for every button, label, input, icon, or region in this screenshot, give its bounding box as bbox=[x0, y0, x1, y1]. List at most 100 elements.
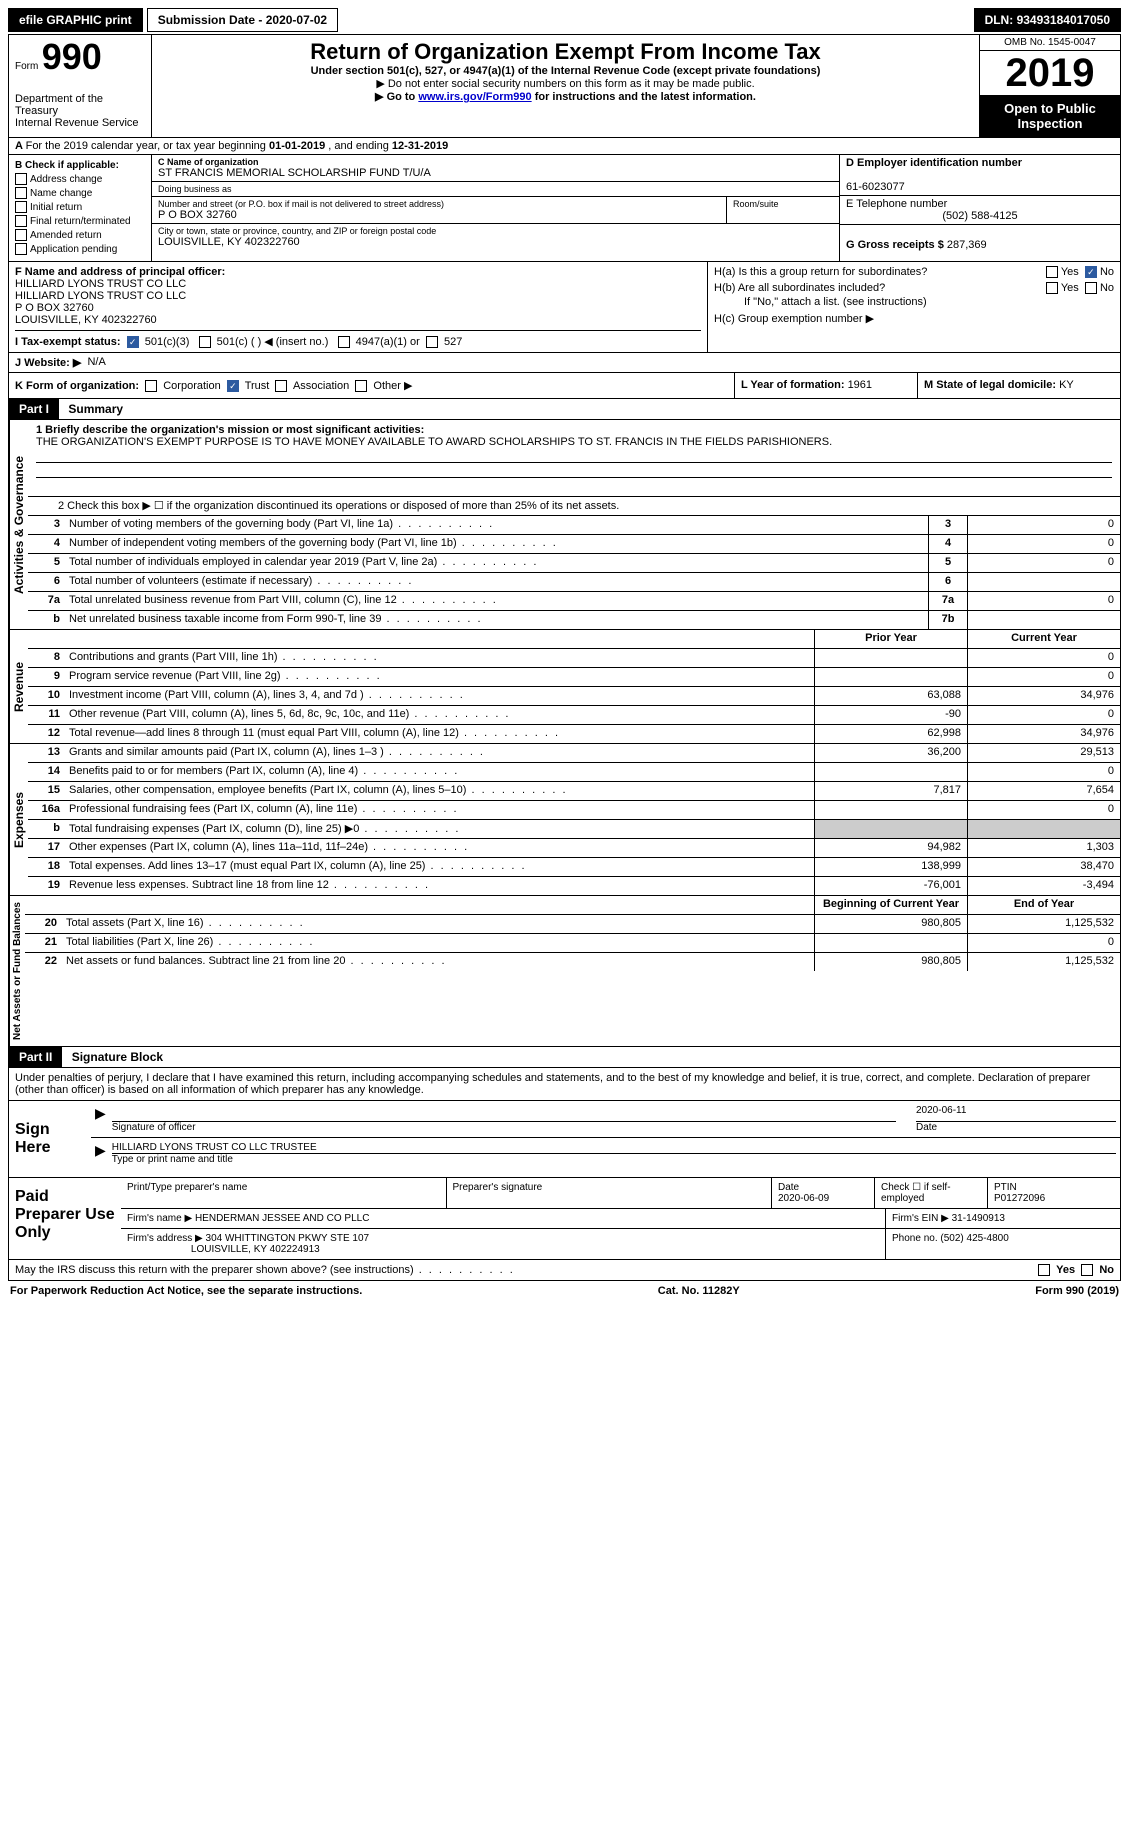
checkbox-icon[interactable] bbox=[1046, 282, 1058, 294]
revenue-block: Revenue Prior Year Current Year 8Contrib… bbox=[8, 630, 1121, 744]
subtitle-2: ▶ Do not enter social security numbers o… bbox=[160, 77, 971, 90]
line-2: 2 Check this box ▶ ☐ if the organization… bbox=[28, 497, 1120, 516]
checkbox-icon[interactable] bbox=[355, 380, 367, 392]
checkbox-checked-icon[interactable]: ✓ bbox=[127, 336, 139, 348]
checkbox-icon[interactable] bbox=[338, 336, 350, 348]
header-mid: Return of Organization Exempt From Incom… bbox=[152, 35, 979, 137]
paid-preparer-label: Paid Preparer Use Only bbox=[9, 1178, 121, 1259]
irs-link[interactable]: www.irs.gov/Form990 bbox=[418, 91, 531, 103]
table-row: 12Total revenue—add lines 8 through 11 (… bbox=[28, 725, 1120, 743]
table-row: 10Investment income (Part VIII, column (… bbox=[28, 687, 1120, 706]
preparer-row-3: Firm's address ▶ 304 WHITTINGTON PKWY ST… bbox=[121, 1229, 1120, 1259]
table-row: 19Revenue less expenses. Subtract line 1… bbox=[28, 877, 1120, 895]
table-row: 7aTotal unrelated business revenue from … bbox=[28, 592, 1120, 611]
sign-here-block: Sign Here ▶ Signature of officer 2020-06… bbox=[8, 1101, 1121, 1178]
subtitle-3: ▶ Go to www.irs.gov/Form990 for instruct… bbox=[160, 90, 971, 103]
netassets-block: Net Assets or Fund Balances Beginning of… bbox=[8, 896, 1121, 1047]
name-row: ▶ HILLIARD LYONS TRUST CO LLC TRUSTEE Ty… bbox=[91, 1138, 1120, 1169]
checkbox-checked-icon[interactable]: ✓ bbox=[227, 380, 239, 392]
mission-text: 1 Briefly describe the organization's mi… bbox=[28, 420, 1120, 497]
section-fh: F Name and address of principal officer:… bbox=[8, 262, 1121, 353]
checkbox-icon[interactable] bbox=[15, 173, 27, 185]
column-headers: Prior Year Current Year bbox=[28, 630, 1120, 649]
column-headers-2: Beginning of Current Year End of Year bbox=[25, 896, 1120, 915]
checkbox-icon[interactable] bbox=[275, 380, 287, 392]
form-header: Form 990 Department of the Treasury Inte… bbox=[8, 34, 1121, 138]
checkbox-icon[interactable] bbox=[145, 380, 157, 392]
form-prefix: Form bbox=[15, 61, 38, 72]
arrow-icon: ▶ bbox=[95, 1142, 106, 1165]
signature-row: ▶ Signature of officer 2020-06-11 Date bbox=[91, 1101, 1120, 1138]
phone-cell: E Telephone number (502) 588-4125 bbox=[840, 196, 1120, 225]
checkbox-icon[interactable] bbox=[15, 243, 27, 255]
checkbox-checked-icon[interactable]: ✓ bbox=[1085, 266, 1097, 278]
table-row: 5Total number of individuals employed in… bbox=[28, 554, 1120, 573]
expenses-label: Expenses bbox=[9, 744, 28, 895]
part1-header: Part I Summary bbox=[8, 399, 1121, 420]
table-row: 14Benefits paid to or for members (Part … bbox=[28, 763, 1120, 782]
department: Department of the Treasury Internal Reve… bbox=[15, 93, 145, 129]
sign-here-label: Sign Here bbox=[9, 1101, 91, 1177]
ein-cell: D Employer identification number 61-6023… bbox=[840, 155, 1120, 196]
preparer-row-1: Print/Type preparer's name Preparer's si… bbox=[121, 1178, 1120, 1209]
dba-cell: Doing business as bbox=[152, 182, 839, 197]
submission-date: Submission Date - 2020-07-02 bbox=[147, 8, 338, 32]
checkbox-icon[interactable] bbox=[426, 336, 438, 348]
governance-block: Activities & Governance 1 Briefly descri… bbox=[8, 420, 1121, 630]
city-cell: City or town, state or province, country… bbox=[152, 224, 839, 250]
table-row: 11Other revenue (Part VIII, column (A), … bbox=[28, 706, 1120, 725]
checkbox-icon[interactable] bbox=[1038, 1264, 1050, 1276]
form-title: Return of Organization Exempt From Incom… bbox=[160, 39, 971, 65]
preparer-row-2: Firm's name ▶ HENDERMAN JESSEE AND CO PL… bbox=[121, 1209, 1120, 1229]
table-row: 15Salaries, other compensation, employee… bbox=[28, 782, 1120, 801]
inspection-badge: Open to Public Inspection bbox=[980, 95, 1120, 137]
checkbox-icon[interactable] bbox=[15, 201, 27, 213]
box-deg: D Employer identification number 61-6023… bbox=[839, 155, 1120, 261]
netassets-label: Net Assets or Fund Balances bbox=[9, 896, 25, 1046]
checkbox-icon[interactable] bbox=[1081, 1264, 1093, 1276]
perjury-statement: Under penalties of perjury, I declare th… bbox=[8, 1068, 1121, 1101]
efile-button[interactable]: efile GRAPHIC print bbox=[8, 8, 143, 32]
checkbox-icon[interactable] bbox=[15, 187, 27, 199]
box-b: B Check if applicable: Address change Na… bbox=[9, 155, 152, 261]
checkbox-icon[interactable] bbox=[199, 336, 211, 348]
box-f: F Name and address of principal officer:… bbox=[9, 262, 707, 352]
paid-preparer-block: Paid Preparer Use Only Print/Type prepar… bbox=[8, 1178, 1121, 1260]
checkbox-icon[interactable] bbox=[1046, 266, 1058, 278]
part2-header: Part II Signature Block bbox=[8, 1047, 1121, 1068]
table-row: 17Other expenses (Part IX, column (A), l… bbox=[28, 839, 1120, 858]
table-row: 3Number of voting members of the governi… bbox=[28, 516, 1120, 535]
header-right: OMB No. 1545-0047 2019 Open to Public In… bbox=[979, 35, 1120, 137]
form-number: 990 bbox=[42, 36, 102, 77]
table-row: 18Total expenses. Add lines 13–17 (must … bbox=[28, 858, 1120, 877]
discuss-row: May the IRS discuss this return with the… bbox=[8, 1260, 1121, 1281]
table-row: 16aProfessional fundraising fees (Part I… bbox=[28, 801, 1120, 820]
row-j: J Website: ▶ N/A bbox=[8, 353, 1121, 373]
row-i: I Tax-exempt status: ✓ 501(c)(3) 501(c) … bbox=[15, 330, 701, 348]
arrow-icon: ▶ bbox=[95, 1105, 106, 1133]
org-name-cell: C Name of organization ST FRANCIS MEMORI… bbox=[152, 155, 839, 182]
tax-year: 2019 bbox=[980, 51, 1120, 95]
table-row: 4Number of independent voting members of… bbox=[28, 535, 1120, 554]
governance-label: Activities & Governance bbox=[9, 420, 28, 629]
header-left: Form 990 Department of the Treasury Inte… bbox=[9, 35, 152, 137]
table-row: 8Contributions and grants (Part VIII, li… bbox=[28, 649, 1120, 668]
dln: DLN: 93493184017050 bbox=[974, 8, 1121, 32]
gross-receipts-cell: G Gross receipts $ 287,369 bbox=[840, 225, 1120, 253]
checkbox-icon[interactable] bbox=[1085, 282, 1097, 294]
table-row: bNet unrelated business taxable income f… bbox=[28, 611, 1120, 629]
table-row: 13Grants and similar amounts paid (Part … bbox=[28, 744, 1120, 763]
top-toolbar: efile GRAPHIC print Submission Date - 20… bbox=[8, 8, 1121, 32]
checkbox-icon[interactable] bbox=[15, 215, 27, 227]
table-row: 20Total assets (Part X, line 16)980,8051… bbox=[25, 915, 1120, 934]
box-h: H(a) Is this a group return for subordin… bbox=[707, 262, 1120, 352]
expenses-block: Expenses 13Grants and similar amounts pa… bbox=[8, 744, 1121, 896]
table-row: 22Net assets or fund balances. Subtract … bbox=[25, 953, 1120, 971]
table-row: 9Program service revenue (Part VIII, lin… bbox=[28, 668, 1120, 687]
page-footer: For Paperwork Reduction Act Notice, see … bbox=[8, 1281, 1121, 1301]
checkbox-icon[interactable] bbox=[15, 229, 27, 241]
table-row: 6Total number of volunteers (estimate if… bbox=[28, 573, 1120, 592]
row-k: K Form of organization: Corporation ✓ Tr… bbox=[8, 373, 1121, 399]
section-bcdefg: B Check if applicable: Address change Na… bbox=[8, 155, 1121, 262]
omb-number: OMB No. 1545-0047 bbox=[980, 35, 1120, 51]
